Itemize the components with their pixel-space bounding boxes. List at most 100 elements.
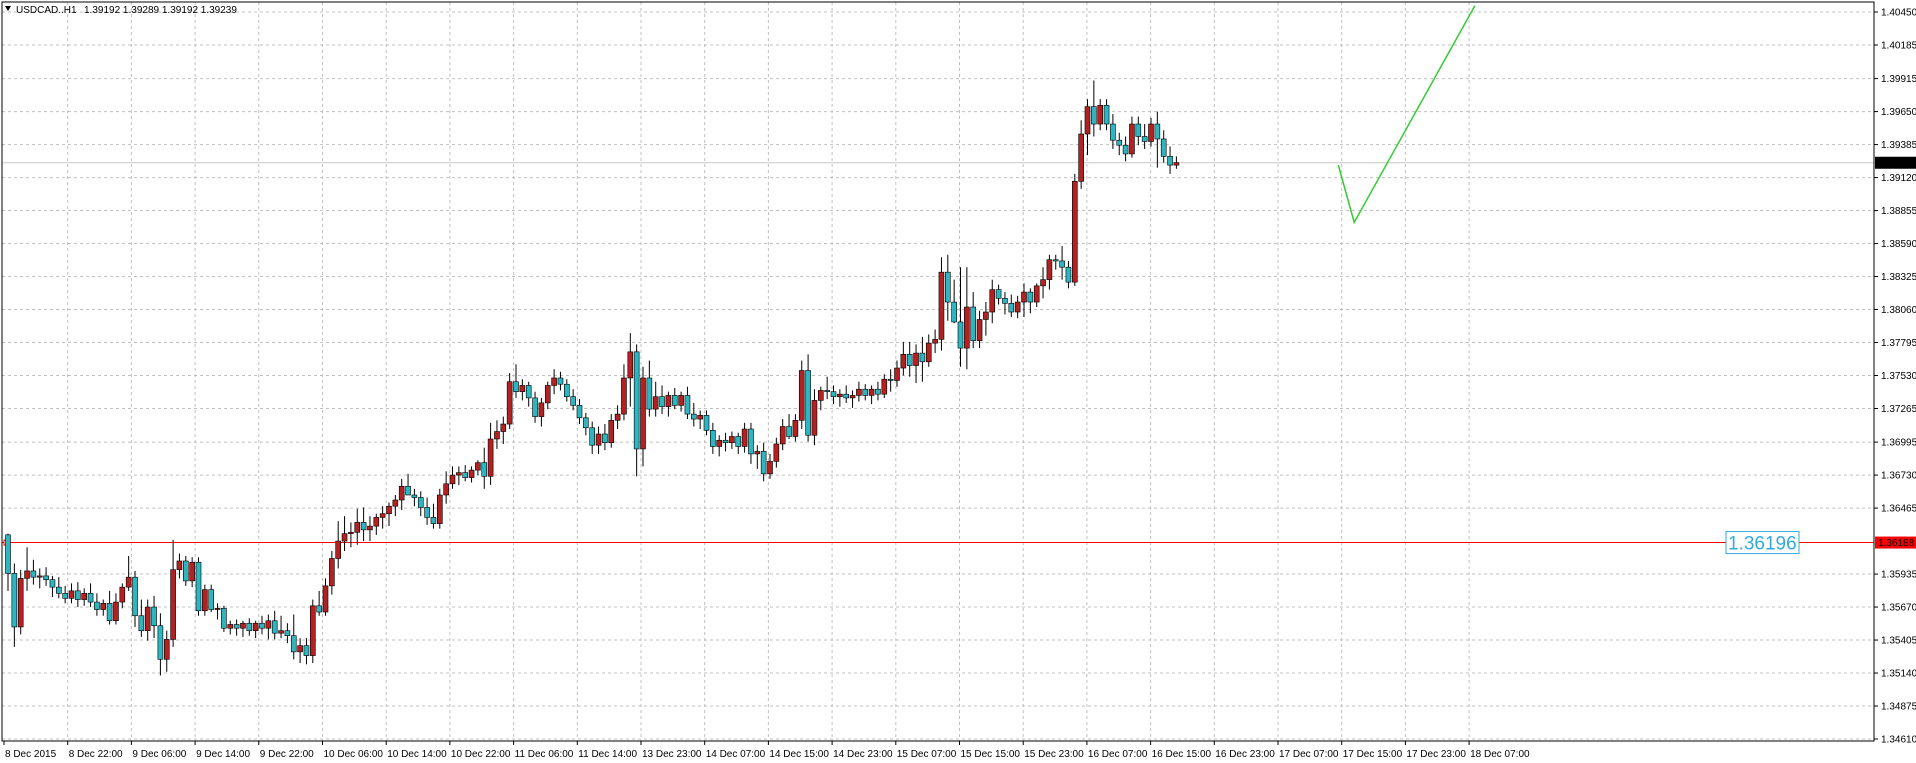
candle-body [652, 396, 659, 410]
candle-body [1103, 105, 1110, 125]
candle [405, 473, 411, 496]
candle-body [944, 271, 951, 303]
candle [697, 410, 703, 430]
y-tick-label: 1.35670 [1881, 603, 1916, 614]
candle-body [1116, 139, 1123, 146]
candle-body [729, 436, 735, 444]
x-tick-label: 18 Dec 07:00 [1470, 749, 1530, 760]
y-tick-label: 1.35140 [1881, 669, 1916, 680]
candle [195, 557, 202, 616]
candle [633, 344, 640, 477]
candle [106, 590, 113, 625]
candle [951, 279, 957, 324]
candle-body [500, 423, 507, 432]
candle [506, 373, 513, 430]
candle [354, 508, 361, 545]
candle-body [544, 385, 551, 404]
candle [570, 389, 576, 411]
candle-body [1014, 301, 1021, 313]
candle-body [748, 428, 754, 455]
candle [525, 381, 532, 407]
candle [519, 379, 526, 401]
x-tick-label: 17 Dec 23:00 [1406, 749, 1466, 760]
candle-body [1129, 123, 1135, 155]
candle-body [1122, 144, 1129, 155]
candle-body [875, 388, 881, 395]
candle [957, 267, 964, 367]
x-tick-label: 16 Dec 07:00 [1088, 749, 1148, 760]
candle [652, 381, 659, 417]
candle [443, 471, 449, 504]
candle-body [449, 474, 456, 485]
candle-body [817, 390, 824, 401]
candle [1091, 80, 1097, 137]
candle [741, 422, 748, 453]
candle-body [360, 522, 367, 531]
candle [621, 364, 627, 421]
candle [710, 422, 716, 454]
candle-body [138, 615, 145, 631]
candle-body [1167, 156, 1173, 166]
candle [24, 547, 30, 591]
x-tick-label: 8 Dec 2015 [5, 749, 57, 760]
candle [227, 620, 234, 635]
candle [284, 623, 291, 644]
candle-body [329, 558, 335, 587]
candle-body [1154, 123, 1161, 140]
y-tick-label: 1.39650 [1881, 107, 1916, 118]
candle [436, 488, 443, 529]
y-tick-label: 1.36995 [1881, 438, 1916, 449]
candle-body [1110, 123, 1116, 141]
candle-body [176, 560, 183, 570]
candle [100, 599, 107, 616]
candle-body [189, 561, 195, 582]
dropdown-triangle-icon[interactable] [5, 6, 11, 11]
candle-body [392, 499, 399, 507]
candles-layer [5, 80, 1180, 676]
candle [1084, 99, 1091, 156]
candle-body [583, 417, 589, 429]
candle-body [659, 396, 665, 407]
candle-body [621, 377, 627, 415]
candle [335, 521, 342, 569]
candle-body [1160, 138, 1167, 157]
candle-body [11, 573, 18, 628]
candle [824, 376, 830, 400]
candle-body [1173, 162, 1180, 166]
candle-body [68, 590, 75, 599]
candle [17, 569, 24, 635]
candle-body [62, 593, 68, 599]
x-tick-label: 11 Dec 14:00 [578, 749, 637, 760]
candle [760, 442, 767, 482]
candle-body [1059, 260, 1065, 268]
candle [856, 381, 862, 402]
candle [233, 619, 240, 636]
candle [1014, 295, 1021, 319]
candle [81, 588, 87, 606]
candle [202, 584, 208, 616]
candle [341, 516, 348, 552]
candle-body [481, 462, 488, 477]
candle [411, 488, 418, 507]
candle-body [100, 603, 107, 610]
candle [30, 559, 37, 585]
candle [703, 410, 710, 436]
candle-body [856, 388, 862, 396]
candle-body [1033, 285, 1040, 303]
candle-body [221, 607, 227, 629]
candle [481, 447, 488, 489]
candle-body [976, 319, 983, 341]
candle [49, 575, 56, 598]
candle [754, 445, 761, 469]
candle [640, 366, 646, 467]
candle [278, 615, 284, 639]
candle [678, 391, 684, 412]
candle-body [170, 569, 176, 640]
candle [849, 390, 856, 408]
candle-body [519, 385, 526, 392]
candle-body [1091, 106, 1097, 125]
horizontal-line-layer: 1.36196 [2, 162, 1874, 555]
candle [913, 344, 919, 383]
